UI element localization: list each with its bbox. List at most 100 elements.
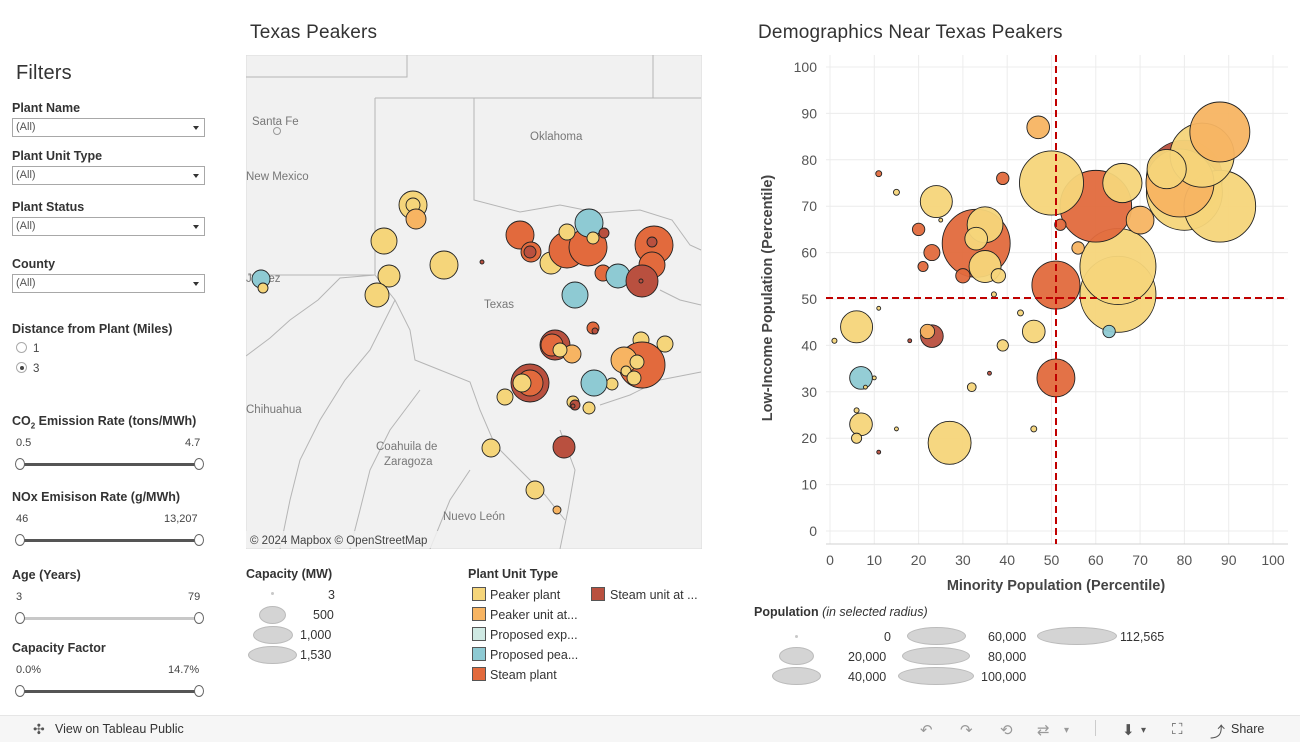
scatter-point-26[interactable] (1026, 115, 1050, 140)
scatter-point-30[interactable] (990, 268, 1006, 284)
demographics-scatter-plot[interactable]: 00 10 10 20 20 30 30 40 40 50 50 60 60 70 70 80 80 90 90 10… (750, 55, 1295, 600)
map-plant-bubble-10[interactable] (505, 220, 535, 250)
map-plant-bubble-6[interactable] (429, 250, 459, 280)
nox-slider-max-handle[interactable] (194, 534, 204, 546)
scatter-point-39[interactable] (966, 382, 977, 392)
co2-slider-min-handle[interactable] (15, 458, 25, 470)
scatter-point-21[interactable] (849, 412, 873, 437)
chevron-down-icon[interactable]: ▾ (1064, 725, 1070, 736)
map-plant-bubble-18[interactable] (586, 231, 600, 245)
map-plant-bubble-38[interactable] (629, 354, 645, 370)
map-plant-bubble-29[interactable] (591, 327, 599, 335)
legend-label-peaker-unit[interactable]: Peaker unit at... (490, 608, 578, 622)
map-plant-bubble-12[interactable] (523, 245, 537, 259)
age-slider-min-handle[interactable] (15, 612, 25, 624)
download-icon[interactable]: ⬇ (1122, 722, 1135, 739)
map-plant-bubble-54[interactable] (552, 505, 562, 515)
scatter-point-54[interactable] (987, 370, 992, 376)
legend-swatch-steam-unit[interactable] (591, 587, 605, 601)
map-plant-bubble-44[interactable] (512, 373, 532, 393)
plant-name-select[interactable]: (All) (12, 118, 205, 137)
scatter-point-25[interactable] (1022, 319, 1046, 344)
map-plant-bubble-27[interactable] (561, 281, 589, 309)
scatter-point-37[interactable] (851, 432, 863, 444)
map-plant-bubble-19[interactable] (598, 227, 610, 239)
share-icon[interactable]: ⤴ (1210, 724, 1226, 741)
map-plant-bubble-33[interactable] (552, 342, 568, 358)
scatter-point-41[interactable] (893, 188, 900, 196)
view-on-tableau-link[interactable]: View on Tableau Public (55, 722, 184, 736)
scatter-point-17[interactable] (840, 310, 874, 344)
scatter-point-32[interactable] (996, 171, 1010, 186)
county-select[interactable]: (All) (12, 274, 205, 293)
map-plant-bubble-23[interactable] (646, 236, 658, 248)
scatter-point-14[interactable] (1146, 149, 1187, 190)
scatter-point-33[interactable] (1071, 241, 1085, 255)
scatter-point-38[interactable] (917, 261, 929, 273)
revert-icon[interactable]: ⟲ (1000, 722, 1013, 739)
undo-icon[interactable]: ↶ (920, 722, 933, 739)
pause-updates-icon[interactable]: ⇄ (1037, 722, 1050, 739)
share-button[interactable]: Share (1231, 722, 1265, 736)
scatter-point-22[interactable] (849, 366, 873, 390)
scatter-point-28[interactable] (919, 323, 936, 340)
map-plant-bubble-40[interactable] (626, 370, 642, 386)
map-plant-bubble-52[interactable] (552, 435, 576, 459)
scatter-point-44[interactable] (831, 337, 838, 344)
scatter-point-47[interactable] (863, 384, 868, 390)
scatter-point-35[interactable] (996, 339, 1009, 352)
nox-slider-min-handle[interactable] (15, 534, 25, 546)
capacity-factor-slider-track[interactable] (20, 690, 199, 693)
scatter-point-34[interactable] (1102, 324, 1116, 339)
plant-status-select[interactable]: (All) (12, 217, 205, 236)
scatter-point-18[interactable] (919, 185, 953, 219)
map-plant-bubble-41[interactable] (605, 377, 619, 391)
nox-slider-track[interactable] (20, 539, 199, 542)
capacity-factor-slider-max-handle[interactable] (194, 685, 204, 697)
chevron-down-icon[interactable]: ▾ (1141, 725, 1147, 736)
scatter-point-42[interactable] (1017, 309, 1024, 317)
map-plant-bubble-51[interactable] (481, 438, 501, 458)
scatter-point-45[interactable] (853, 407, 860, 414)
scatter-point-12[interactable] (927, 420, 972, 465)
legend-label-proposed-expansion[interactable]: Proposed exp... (490, 628, 578, 642)
map-plant-bubble-3[interactable] (370, 227, 398, 255)
scatter-point-20[interactable] (1125, 205, 1155, 235)
scatter-point-43[interactable] (1030, 425, 1038, 433)
scatter-point-31[interactable] (911, 222, 926, 237)
scatter-point-48[interactable] (871, 375, 877, 381)
legend-swatch-proposed-expansion[interactable] (472, 627, 486, 641)
legend-label-steam-unit[interactable]: Steam unit at ... (610, 588, 698, 602)
map-plant-bubble-45[interactable] (496, 388, 514, 406)
capacity-factor-slider-min-handle[interactable] (15, 685, 25, 697)
scatter-point-46[interactable] (990, 291, 997, 298)
scatter-point-52[interactable] (907, 338, 913, 344)
map-plant-bubble-16[interactable] (558, 223, 576, 241)
age-slider-max-handle[interactable] (194, 612, 204, 624)
texas-map[interactable]: Santa Fe Oklahoma New Mexico Texas Chihu… (246, 55, 702, 549)
legend-label-proposed-peaker[interactable]: Proposed pea... (490, 648, 579, 662)
map-plant-bubble-35[interactable] (656, 335, 674, 353)
map-plant-bubble-5[interactable] (364, 282, 390, 308)
map-plant-bubble-53[interactable] (525, 480, 545, 500)
map-attribution[interactable]: © 2024 Mapbox © OpenStreetMap (250, 535, 427, 547)
redo-icon[interactable]: ↷ (960, 722, 973, 739)
legend-swatch-peaker-plant[interactable] (472, 587, 486, 601)
map-plant-bubble-46[interactable] (580, 369, 608, 397)
map-plant-bubble-4[interactable] (377, 264, 401, 288)
scatter-point-24[interactable] (964, 226, 988, 251)
map-plant-bubble-2[interactable] (405, 208, 427, 230)
plant-unit-type-select[interactable]: (All) (12, 166, 205, 185)
legend-label-peaker-plant[interactable]: Peaker plant (490, 588, 561, 602)
legend-swatch-peaker-unit[interactable] (472, 607, 486, 621)
legend-swatch-steam-plant[interactable] (472, 667, 486, 681)
legend-swatch-proposed-peaker[interactable] (472, 647, 486, 661)
co2-slider-max-handle[interactable] (194, 458, 204, 470)
scatter-point-53[interactable] (938, 217, 944, 223)
map-plant-bubble-50[interactable] (570, 403, 576, 409)
scatter-point-10[interactable] (1189, 101, 1251, 163)
scatter-point-27[interactable] (923, 244, 941, 262)
fullscreen-icon[interactable]: ⛶ (1172, 721, 1183, 738)
scatter-point-40[interactable] (875, 170, 883, 178)
age-slider-track[interactable] (20, 617, 199, 620)
